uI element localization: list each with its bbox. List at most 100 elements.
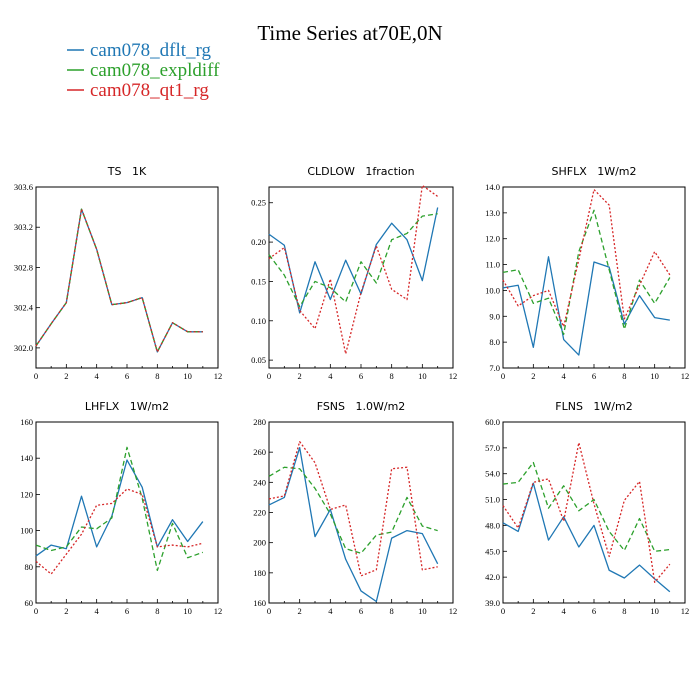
y-tick-label: 51.0	[485, 495, 500, 505]
x-tick-label: 12	[214, 371, 223, 381]
x-tick-label: 0	[34, 606, 38, 616]
y-tick-label: 0.25	[251, 198, 266, 208]
legend-label-2: cam078_qt1_rg	[90, 80, 209, 101]
y-tick-label: 12.0	[485, 234, 500, 244]
y-tick-label: 303.6	[14, 182, 33, 192]
y-tick-label: 42.0	[485, 572, 500, 582]
y-tick-label: 260	[253, 447, 266, 457]
x-tick-label: 4	[95, 606, 100, 616]
y-tick-label: 10.0	[485, 285, 500, 295]
panel-title: CLDLOW 1fraction	[307, 165, 414, 178]
y-tick-label: 60.0	[485, 417, 500, 427]
x-tick-label: 0	[267, 606, 271, 616]
x-tick-label: 10	[183, 606, 192, 616]
y-tick-label: 0.20	[251, 237, 266, 247]
panel-2: SHFLX 1W/m2 0 2 4 6 8 10 12 7.0 8.0 9.0 10.0 11.0 12.…	[485, 165, 689, 381]
plot-frame	[268, 186, 454, 369]
series-line-cam078_expldiff	[35, 208, 203, 353]
y-tick-label: 160	[20, 417, 33, 427]
x-tick-label: 2	[531, 606, 535, 616]
y-tick-label: 60	[25, 598, 34, 608]
panel-3: LHFLX 1W/m2 0 2 4 6 8 10 12 60 80 100 120 140 160	[20, 400, 222, 616]
x-tick-label: 10	[650, 371, 659, 381]
panel-title: LHFLX 1W/m2	[85, 400, 169, 413]
x-tick-label: 0	[501, 371, 505, 381]
x-tick-label: 10	[650, 606, 659, 616]
x-tick-label: 8	[155, 606, 159, 616]
y-tick-label: 240	[253, 477, 266, 487]
y-tick-label: 14.0	[485, 182, 500, 192]
x-tick-label: 12	[681, 606, 690, 616]
y-tick-label: 80	[25, 562, 34, 572]
plot-frame	[35, 186, 219, 369]
series-line-cam078_qt1_rg	[268, 440, 438, 577]
panel-4: FSNS 1.0W/m2 0 2 4 6 8 10 12 160 180 200 220 240 260 2…	[253, 400, 457, 616]
y-tick-label: 8.0	[489, 337, 500, 347]
series-line-cam078_qt1_rg	[268, 184, 439, 355]
y-tick-label: 7.0	[489, 363, 500, 373]
panel-5: FLNS 1W/m2 0 2 4 6 8 10 12 39.0 42.0 45.0 48.0 51.0 5…	[485, 400, 689, 616]
y-tick-label: 0.05	[251, 355, 266, 365]
figure-title: Time Series at70E,0N	[257, 21, 442, 45]
series-line-cam078_qt1_rg	[35, 488, 203, 575]
x-tick-label: 0	[501, 606, 505, 616]
x-tick-label: 2	[64, 371, 68, 381]
x-tick-label: 2	[298, 371, 302, 381]
y-tick-label: 13.0	[485, 208, 500, 218]
y-tick-label: 160	[253, 598, 266, 608]
y-tick-label: 9.0	[489, 311, 500, 321]
x-tick-label: 4	[562, 371, 567, 381]
plot-frame	[268, 421, 454, 604]
y-tick-label: 0.10	[251, 316, 266, 326]
y-tick-label: 302.0	[14, 343, 33, 353]
y-tick-label: 200	[253, 538, 266, 548]
y-tick-label: 48.0	[485, 520, 500, 530]
y-tick-label: 0.15	[251, 276, 266, 286]
series-line-cam078_expldiff	[268, 213, 438, 308]
legend: cam078_dflt_rgcam078_expldiffcam078_qt1_…	[67, 40, 220, 101]
series-line-cam078_qt1_rg	[502, 442, 671, 583]
series-line-cam078_dflt_rg	[35, 459, 204, 557]
x-tick-label: 4	[328, 371, 333, 381]
x-tick-label: 8	[390, 606, 394, 616]
panel-title: SHFLX 1W/m2	[551, 165, 636, 178]
x-tick-label: 6	[125, 371, 129, 381]
y-tick-label: 100	[20, 526, 33, 536]
panel-title: FSNS 1.0W/m2	[317, 400, 406, 413]
y-tick-label: 180	[253, 568, 266, 578]
y-tick-label: 140	[20, 453, 33, 463]
x-tick-label: 10	[183, 371, 192, 381]
series-line-cam078_qt1_rg	[35, 208, 203, 353]
x-tick-label: 0	[34, 371, 38, 381]
series-line-cam078_dflt_rg	[35, 208, 203, 353]
y-tick-label: 45.0	[485, 546, 500, 556]
y-tick-label: 120	[20, 489, 33, 499]
x-tick-label: 8	[155, 371, 159, 381]
y-tick-label: 280	[253, 417, 266, 427]
x-tick-label: 12	[681, 371, 690, 381]
y-tick-label: 302.4	[14, 303, 34, 313]
series-line-cam078_dflt_rg	[268, 446, 439, 603]
x-tick-label: 6	[359, 606, 363, 616]
x-tick-label: 10	[418, 371, 427, 381]
x-tick-label: 10	[418, 606, 427, 616]
series-line-cam078_expldiff	[268, 466, 438, 554]
plot-frame	[502, 186, 686, 369]
legend-label-1: cam078_expldiff	[90, 60, 220, 81]
plot-frame	[502, 421, 686, 604]
legend-label-0: cam078_dflt_rg	[90, 40, 212, 61]
x-tick-label: 8	[622, 606, 626, 616]
x-tick-label: 12	[449, 606, 458, 616]
series-line-cam078_qt1_rg	[502, 188, 671, 328]
x-tick-label: 6	[125, 606, 129, 616]
x-tick-label: 6	[592, 606, 596, 616]
x-tick-label: 2	[531, 371, 535, 381]
x-tick-label: 6	[592, 371, 596, 381]
x-tick-label: 2	[64, 606, 68, 616]
x-tick-label: 6	[359, 371, 363, 381]
x-tick-label: 4	[562, 606, 567, 616]
series-line-cam078_dflt_rg	[268, 207, 439, 314]
y-tick-label: 302.8	[14, 262, 33, 272]
series-line-cam078_expldiff	[502, 461, 670, 552]
